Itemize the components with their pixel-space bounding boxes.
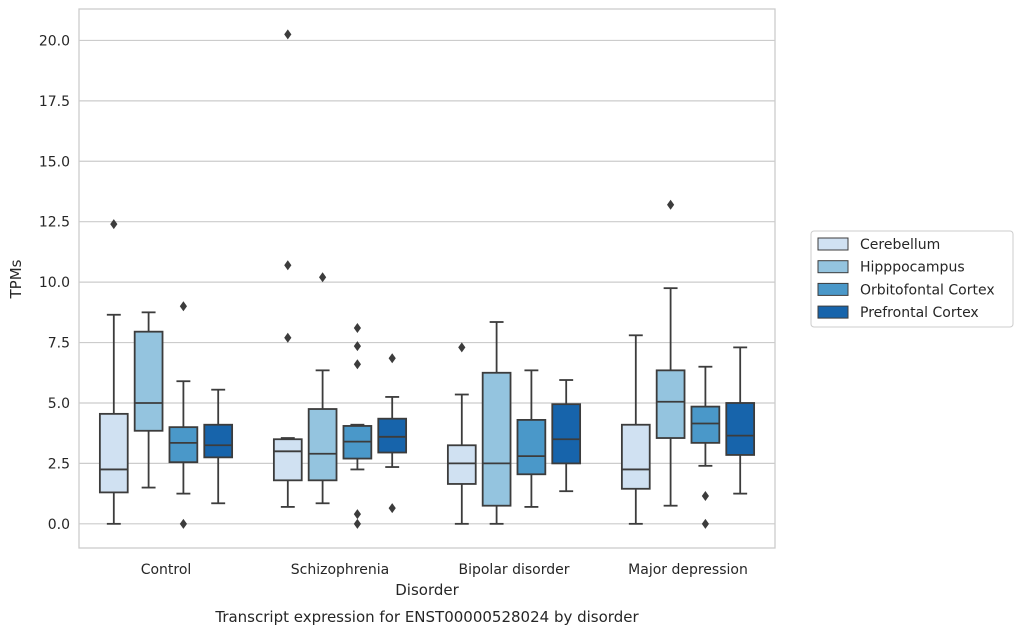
x-axis-ticks: Control Schizophrenia Bipolar disorder Majo… — [141, 562, 748, 578]
plot-frame — [78, 8, 776, 549]
outlier-point — [388, 353, 396, 364]
x-tick-label: Bipolar disorder — [458, 562, 569, 578]
box-orbitofontal-cortex-schizophrenia — [342, 323, 373, 529]
legend-label: Orbitofontal Cortex — [860, 282, 995, 298]
box-cerebellum-major-depression — [620, 334, 651, 525]
box-hipppocampus-schizophrenia — [307, 272, 338, 505]
box-iqr — [620, 423, 651, 490]
box-iqr — [655, 369, 686, 439]
outlier-point — [458, 342, 466, 353]
y-tick-label: 2.5 — [48, 456, 70, 472]
grid — [79, 39, 775, 525]
y-tick-label: 7.5 — [48, 336, 70, 352]
box-iqr — [377, 417, 408, 454]
y-tick-label: 20.0 — [39, 33, 70, 49]
outlier-point — [179, 518, 187, 529]
y-tick-label: 10.0 — [39, 275, 70, 291]
box-orbitofontal-cortex-bipolar-disorder — [516, 369, 547, 508]
box-iqr — [272, 438, 303, 482]
legend-label: Cerebellum — [860, 237, 940, 253]
box-iqr — [98, 412, 129, 494]
legend-swatch — [817, 237, 849, 251]
y-axis-label: TPMs — [7, 259, 25, 299]
box-iqr — [203, 423, 234, 459]
chart-caption: Transcript expression for ENST0000052802… — [214, 608, 639, 626]
box-iqr — [690, 405, 721, 444]
x-tick-label: Control — [141, 562, 192, 578]
y-tick-label: 15.0 — [39, 154, 70, 170]
box-hipppocampus-bipolar-disorder — [481, 321, 512, 525]
legend: Cerebellum Hipppocampus Orbitofontal Corte… — [810, 230, 1014, 328]
outlier-point — [353, 323, 361, 334]
box-cerebellum-control — [98, 219, 129, 525]
legend-frame — [810, 230, 1014, 328]
outlier-point — [353, 518, 361, 529]
legend-label: Prefrontal Cortex — [860, 305, 979, 321]
outlier-point — [701, 518, 709, 529]
box-orbitofontal-cortex-control — [168, 301, 199, 529]
legend-swatch — [817, 282, 849, 296]
outlier-point — [353, 359, 361, 370]
legend-swatch — [817, 305, 849, 319]
y-tick-label: 12.5 — [39, 215, 70, 231]
box-orbitofontal-cortex-major-depression — [690, 365, 721, 529]
box-prefrontal-cortex-schizophrenia — [377, 353, 408, 514]
legend-label: Hipppocampus — [860, 260, 965, 276]
x-tick-label: Schizophrenia — [291, 562, 389, 578]
box-iqr — [551, 403, 582, 465]
y-tick-label: 0.0 — [48, 517, 70, 533]
outlier-point — [284, 29, 292, 40]
box-hipppocampus-control — [133, 311, 164, 489]
legend-swatch — [817, 260, 849, 274]
outlier-point — [701, 491, 709, 502]
box-hipppocampus-major-depression — [655, 199, 686, 507]
box-iqr — [481, 371, 512, 507]
outlier-point — [319, 272, 327, 283]
box-cerebellum-bipolar-disorder — [446, 342, 477, 525]
box-iqr — [446, 444, 477, 485]
outlier-point — [284, 260, 292, 271]
box-iqr — [307, 408, 338, 482]
box-iqr — [168, 426, 199, 464]
box-iqr — [725, 402, 756, 456]
y-tick-label: 17.5 — [39, 94, 70, 110]
y-tick-label: 5.0 — [48, 396, 70, 412]
box-iqr — [133, 330, 164, 432]
outlier-point — [284, 332, 292, 343]
box-prefrontal-cortex-major-depression — [725, 346, 756, 495]
box-prefrontal-cortex-bipolar-disorder — [551, 379, 582, 493]
box-iqr — [516, 418, 547, 476]
x-axis-label: Disorder — [395, 581, 459, 599]
outlier-point — [667, 199, 675, 210]
box-cerebellum-schizophrenia — [272, 29, 303, 508]
outlier-point — [353, 509, 361, 520]
y-axis-ticks: 0.0 2.5 5.0 7.5 10.0 12.5 15.0 17.5 20.0 — [39, 33, 70, 532]
outlier-point — [110, 219, 118, 230]
outlier-point — [353, 341, 361, 352]
outlier-point — [388, 503, 396, 514]
outlier-point — [179, 301, 187, 312]
x-tick-label: Major depression — [628, 562, 748, 578]
boxes — [98, 29, 756, 529]
box-prefrontal-cortex-control — [203, 388, 234, 505]
